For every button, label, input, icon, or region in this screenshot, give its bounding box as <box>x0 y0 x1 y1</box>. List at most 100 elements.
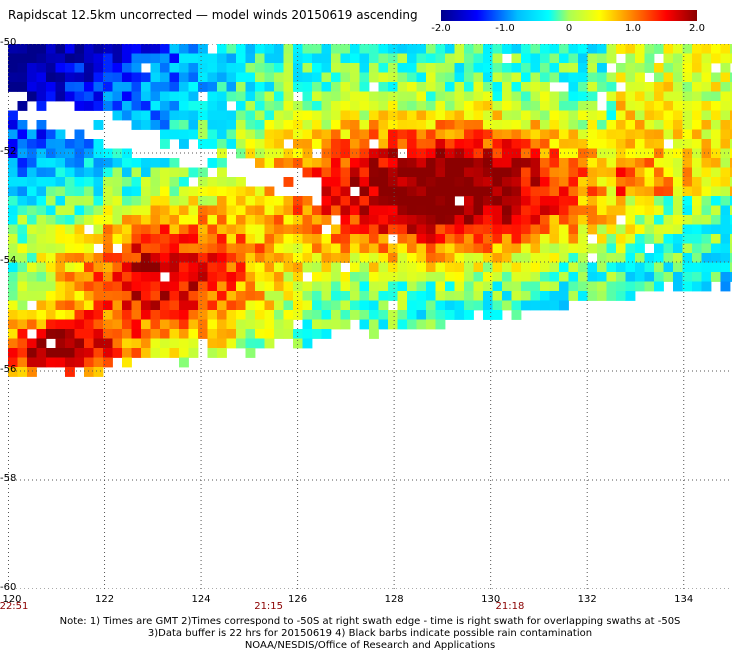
wind-cell <box>559 291 569 301</box>
wind-cell <box>568 234 579 244</box>
wind-cell <box>131 177 142 187</box>
wind-cell <box>720 158 731 168</box>
wind-cell <box>27 167 37 178</box>
wind-cell <box>502 253 512 263</box>
wind-cell <box>587 120 598 130</box>
wind-cell <box>625 196 636 206</box>
wind-cell <box>245 110 256 121</box>
wind-cell <box>635 82 645 92</box>
wind-cell <box>217 167 227 178</box>
wind-cell <box>283 262 294 273</box>
wind-cell <box>483 91 493 102</box>
wind-cell <box>236 82 246 92</box>
wind-cell <box>245 281 256 292</box>
wind-cell <box>160 53 170 64</box>
wind-cell <box>112 310 123 320</box>
wind-cell <box>65 338 75 349</box>
wind-cell <box>27 91 37 102</box>
wind-cell <box>55 44 66 54</box>
wind-cell <box>169 243 180 254</box>
wind-cell <box>188 291 199 301</box>
wind-cell <box>587 177 598 187</box>
wind-cell <box>264 253 275 263</box>
wind-cell <box>17 367 28 377</box>
wind-cell <box>559 234 569 244</box>
wind-cell <box>226 186 237 197</box>
wind-cell <box>616 281 626 292</box>
wind-cell <box>141 329 151 339</box>
wind-cell <box>36 224 47 235</box>
wind-cell <box>711 120 721 130</box>
wind-cell <box>435 281 446 292</box>
wind-cell <box>198 196 208 206</box>
wind-cell <box>74 272 85 282</box>
longitude-tick-label: 130 <box>481 594 501 605</box>
wind-cell <box>293 110 303 121</box>
wind-cell <box>625 186 636 197</box>
wind-cell <box>150 82 161 92</box>
wind-cell <box>264 196 275 206</box>
wind-cell <box>521 186 531 197</box>
wind-cell <box>226 44 237 54</box>
wind-cell <box>359 234 370 244</box>
wind-cell <box>198 253 208 263</box>
wind-cell <box>236 262 246 273</box>
wind-cell <box>635 110 645 121</box>
wind-cell <box>692 110 702 121</box>
wind-cell <box>359 224 370 235</box>
wind-cell <box>141 338 151 349</box>
wind-cell <box>179 357 189 368</box>
wind-cell <box>597 253 607 263</box>
wind-cell <box>74 72 85 83</box>
wind-cell <box>141 224 151 235</box>
wind-cell <box>445 215 455 225</box>
wind-cell <box>597 186 607 197</box>
wind-cell <box>426 120 436 130</box>
wind-cell <box>217 300 227 311</box>
wind-cell <box>74 82 85 92</box>
wind-cell <box>416 224 427 235</box>
wind-cell <box>635 158 645 168</box>
wind-cell <box>207 243 218 254</box>
wind-cell <box>55 253 66 263</box>
wind-cell <box>93 338 104 349</box>
wind-cell <box>27 310 37 320</box>
wind-cell <box>188 338 199 349</box>
wind-cell <box>711 196 721 206</box>
wind-cell <box>397 91 408 102</box>
wind-cell <box>122 348 132 358</box>
wind-cell <box>84 262 94 273</box>
wind-cell <box>236 253 246 263</box>
wind-cell <box>226 215 237 225</box>
wind-cell <box>654 91 664 102</box>
wind-cell <box>312 82 322 92</box>
wind-cell <box>701 63 712 73</box>
longitude-tick-label: 122 <box>94 594 115 605</box>
wind-cell <box>331 148 341 159</box>
wind-cell <box>720 44 731 54</box>
wind-cell <box>112 215 123 225</box>
wind-cell <box>454 101 465 111</box>
wind-cell <box>426 253 436 263</box>
wind-cell <box>226 53 237 64</box>
wind-cell <box>198 243 208 254</box>
wind-cell <box>397 196 408 206</box>
wind-cell <box>644 148 655 159</box>
wind-cell <box>312 253 322 263</box>
wind-cell <box>198 44 208 54</box>
wind-cell <box>236 110 246 121</box>
wind-cell <box>188 82 199 92</box>
wind-cell <box>103 319 113 330</box>
wind-cell <box>682 101 693 111</box>
wind-cell <box>84 338 94 349</box>
wind-cell <box>112 272 123 282</box>
wind-cell <box>454 129 465 140</box>
wind-cell <box>606 101 617 111</box>
wind-cell <box>17 101 28 111</box>
wind-cell <box>264 129 275 140</box>
wind-cell <box>8 281 18 292</box>
wind-cell <box>46 167 56 178</box>
wind-cell <box>559 120 569 130</box>
wind-cell <box>692 196 702 206</box>
wind-cell <box>388 120 398 130</box>
